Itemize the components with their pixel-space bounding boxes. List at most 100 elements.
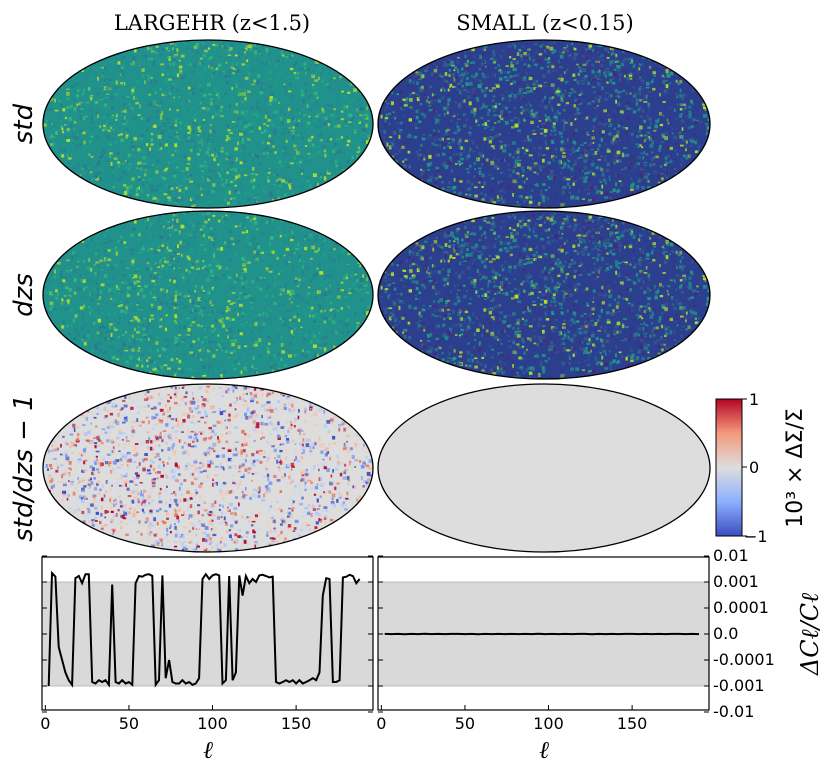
map-texture-cell [267, 176, 270, 180]
map-texture-cell [283, 62, 286, 67]
map-texture-cell [308, 195, 313, 200]
map-texture-cell [196, 195, 199, 200]
map-texture-cell [48, 81, 53, 84]
map-texture-cell [192, 137, 194, 142]
map-texture-cell [83, 207, 86, 208]
map-texture-cell [352, 48, 356, 52]
map-texture-cell [341, 201, 345, 205]
map-texture-cell [535, 64, 538, 68]
map-texture-cell [478, 177, 483, 179]
map-texture-cell [503, 112, 507, 117]
map-texture-cell [471, 205, 475, 208]
map-texture-cell [466, 148, 469, 152]
map-texture-cell [661, 141, 664, 143]
map-texture-cell [416, 92, 419, 96]
map-texture-cell [512, 155, 515, 159]
map-texture-cell [672, 187, 675, 189]
map-texture-cell [665, 121, 670, 124]
map-texture-cell [121, 66, 124, 70]
map-texture-cell [311, 143, 315, 147]
map-texture-cell [692, 170, 697, 174]
map-texture-cell [371, 93, 373, 95]
map-texture-cell [320, 52, 323, 55]
map-texture-cell [446, 63, 451, 66]
map-texture-cell [414, 73, 418, 77]
map-texture-cell [682, 103, 687, 106]
map-texture-cell [97, 76, 99, 81]
map-texture-cell [572, 182, 575, 186]
map-texture-cell [139, 135, 143, 138]
map-texture-cell [491, 133, 495, 136]
map-texture-cell [560, 171, 563, 175]
map-texture-cell [263, 81, 265, 84]
map-texture-cell [228, 185, 231, 188]
map-texture-cell [115, 77, 120, 82]
map-texture-cell [518, 73, 522, 76]
map-texture-cell [307, 167, 311, 171]
map-texture-cell [346, 63, 349, 68]
map-texture-cell [125, 166, 128, 169]
map-texture-cell [208, 93, 212, 96]
map-texture-cell [353, 41, 357, 46]
map-texture-cell [46, 65, 49, 69]
map-texture-cell [319, 150, 321, 153]
map-texture-cell [468, 163, 472, 166]
map-texture-cell [202, 54, 207, 58]
map-texture-cell [230, 165, 233, 169]
map-texture-cell [275, 69, 279, 72]
map-texture-cell [645, 195, 649, 198]
map-texture-cell [99, 97, 102, 100]
map-texture-cell [76, 63, 80, 67]
map-texture-cell [336, 110, 339, 115]
map-texture-cell [663, 195, 666, 199]
map-texture-cell [232, 137, 235, 140]
map-texture-cell [245, 107, 247, 109]
map-texture-cell [464, 46, 466, 49]
map-texture-cell [642, 109, 645, 113]
map-texture-cell [682, 62, 687, 67]
map-texture-cell [555, 118, 559, 122]
map-texture-cell [521, 90, 524, 95]
map-texture-cell [212, 139, 214, 143]
map-texture-cell [522, 179, 525, 182]
map-texture-cell [407, 199, 411, 204]
map-texture-cell [63, 135, 67, 140]
map-texture-cell [465, 72, 468, 76]
map-texture-cell [688, 110, 692, 113]
map-texture-cell [56, 71, 60, 75]
map-texture-cell [226, 75, 230, 78]
map-texture-cell [60, 55, 64, 58]
map-texture-cell [500, 159, 504, 162]
map-texture-cell [210, 160, 212, 163]
map-texture-cell [346, 161, 350, 164]
map-texture-cell [548, 186, 551, 189]
map-texture-cell [191, 92, 196, 95]
map-texture-cell [690, 137, 694, 141]
map-texture-cell [227, 129, 231, 132]
map-texture-cell [540, 104, 542, 107]
map-texture-cell [320, 72, 324, 76]
map-texture-cell [51, 111, 54, 115]
map-texture-cell [125, 160, 127, 163]
map-texture-cell [347, 77, 351, 79]
map-texture-cell [385, 76, 389, 80]
map-texture-cell [514, 160, 517, 164]
map-texture-cell [702, 207, 706, 208]
map-texture-cell [643, 139, 646, 143]
map-texture-cell [668, 166, 671, 169]
map-texture-cell [158, 183, 163, 187]
map-texture-cell [88, 175, 91, 179]
map-texture-cell [244, 191, 247, 195]
map-texture-cell [304, 89, 307, 93]
map-texture-cell [570, 87, 574, 91]
map-texture-cell [538, 84, 543, 88]
map-texture-cell [287, 199, 291, 203]
map-texture-cell [174, 143, 178, 148]
map-texture-cell [537, 203, 540, 206]
map-texture-cell [352, 165, 356, 169]
map-texture-cell [608, 125, 613, 128]
map-texture-cell [456, 56, 460, 59]
map-texture-cell [385, 203, 387, 206]
map-texture-cell [63, 170, 67, 173]
map-texture-cell [598, 178, 601, 183]
